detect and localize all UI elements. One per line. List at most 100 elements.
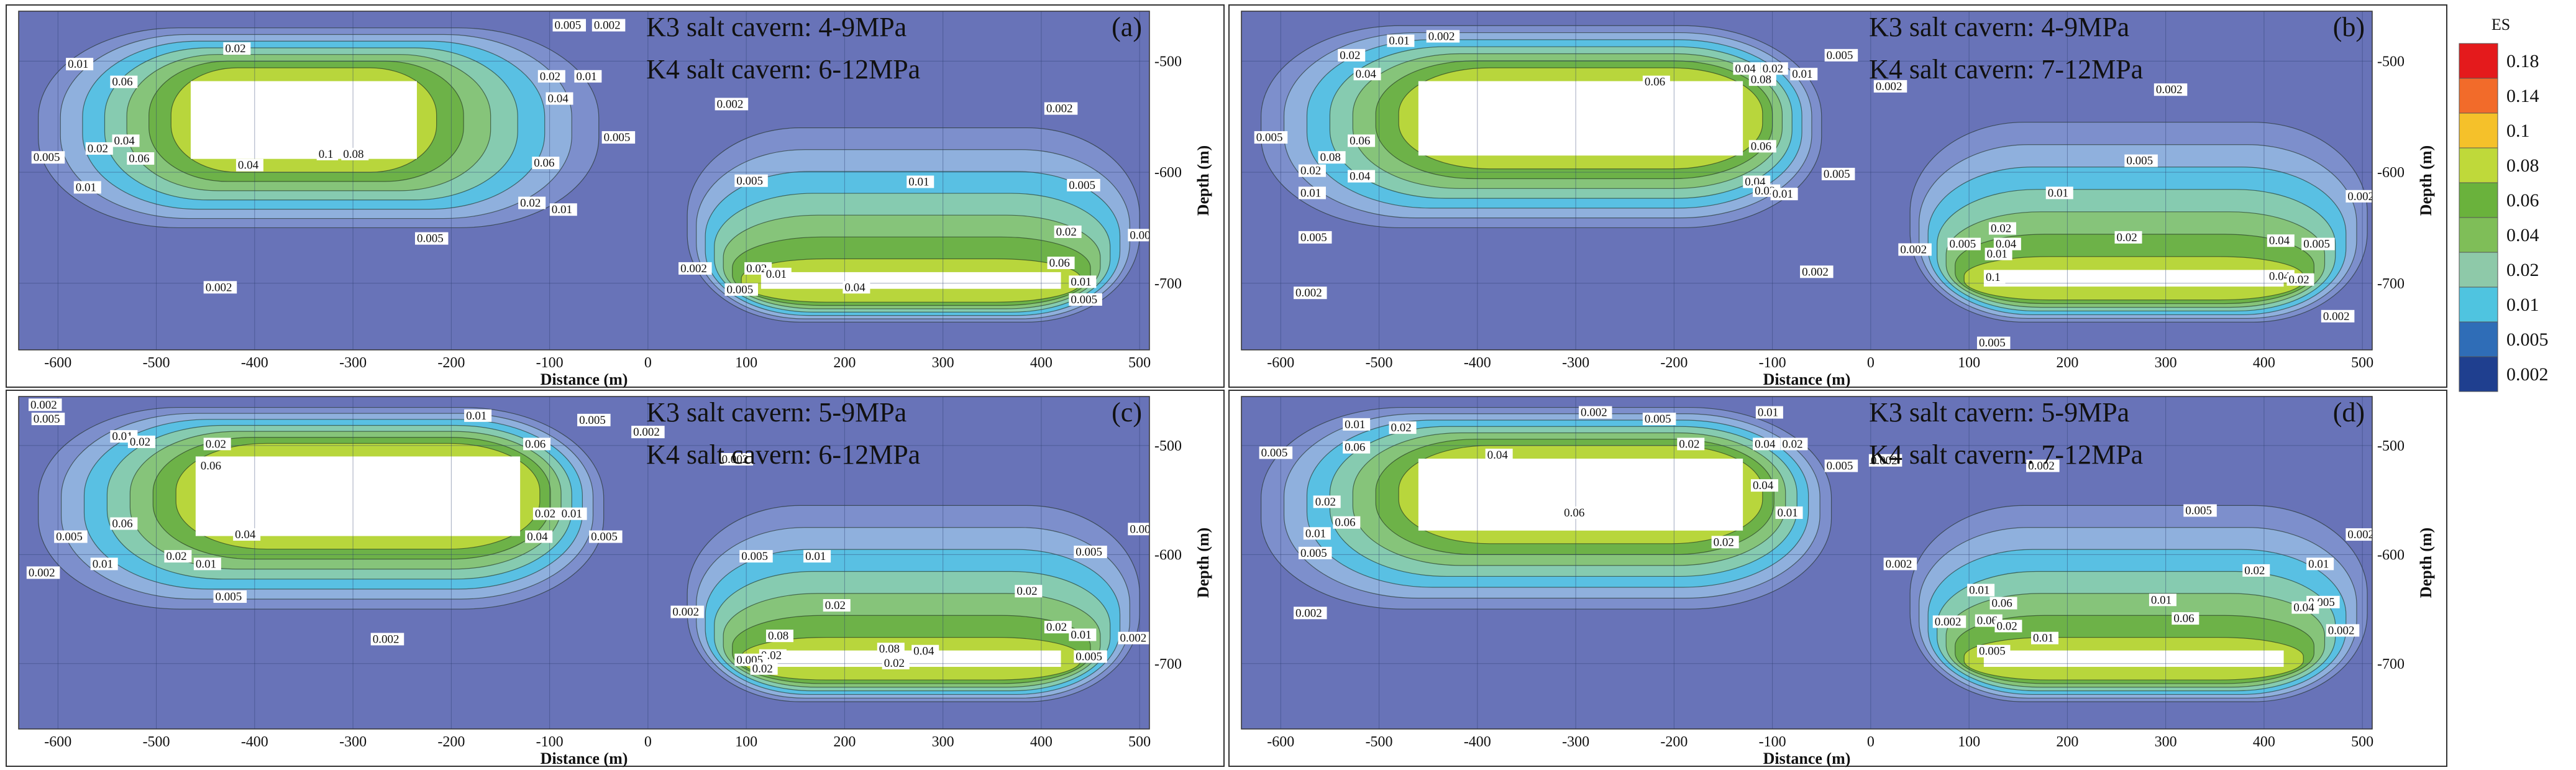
- contour-label: 0.04: [1487, 449, 1509, 462]
- x-tick-label: 500: [1128, 355, 1151, 371]
- contour-label-bg: [316, 147, 339, 160]
- contour-label: 0.08: [1751, 73, 1771, 86]
- contour-label-bg: [523, 438, 551, 451]
- contour-label: 0.02: [206, 438, 226, 451]
- k4-cavern: [1983, 650, 2284, 667]
- contour-label-bg: [1303, 527, 1331, 540]
- contour-label: 0.06: [112, 517, 132, 530]
- contour-label-bg: [678, 262, 712, 275]
- x-axis-label: Distance (m): [1763, 749, 1851, 768]
- contour-label-bg: [1824, 48, 1858, 62]
- contour-label-bg: [1074, 650, 1107, 663]
- contour-label: 0.005: [34, 151, 60, 164]
- contour-label-bg: [2172, 612, 2199, 625]
- contour-label: 0.02: [1996, 620, 2017, 633]
- contour-label: 0.02: [88, 142, 108, 155]
- contour-label-bg: [1873, 80, 1907, 93]
- contour-label-bg: [1254, 131, 1288, 144]
- panel-c: 0.002 0.005 0.01 0.005 0.01 0.02 0.02 0.06 0.002…: [6, 390, 1225, 768]
- contour-label-bg: [574, 70, 602, 83]
- contour-label: 0.002: [1295, 286, 1322, 300]
- contour-label: 0.01: [1071, 275, 1091, 288]
- contour-label-bg: [1389, 421, 1417, 434]
- contour-label: 0.06: [1350, 134, 1370, 147]
- grid-lines: [19, 396, 1149, 729]
- y-tick-label: -700: [1154, 656, 1182, 672]
- contour-label: 0.002: [1130, 523, 1156, 536]
- contour-label: 0.01: [76, 181, 96, 194]
- x-tick-label: 200: [2056, 355, 2078, 371]
- y-tick-label: -500: [1154, 438, 1182, 454]
- contour-label: 0.005: [604, 131, 631, 144]
- colorbar-label: 0.01: [2506, 295, 2539, 315]
- contour-label: 0.002: [1120, 632, 1147, 645]
- contour-label: 0.005: [1069, 179, 1095, 192]
- contour-label-bg: [715, 98, 749, 111]
- contour-label: 0.01: [2151, 594, 2172, 607]
- contour-label: 0.005: [1645, 413, 1671, 426]
- x-tick-label: -100: [1759, 355, 1786, 371]
- contour-label: 0.005: [1827, 49, 1853, 62]
- contour-label-bg: [66, 58, 94, 71]
- contour-label-bg: [1128, 229, 1149, 242]
- contour-label: 0.02: [2244, 564, 2265, 577]
- contour-field: 0.002 0.005 0.01 0.01 0.02 0.04 0.02 0.02 0.005 0…: [1241, 396, 2372, 729]
- contour-label: 0.02: [130, 436, 150, 449]
- x-tick-label: -500: [1366, 355, 1393, 371]
- x-tick-label: -100: [536, 734, 564, 750]
- y-tick-label: -600: [2377, 165, 2405, 181]
- contour-label-bg: [1069, 628, 1097, 641]
- contour-label: 0.06: [525, 438, 546, 451]
- contour-label: 0.04: [238, 159, 259, 172]
- contour-label-bg: [54, 530, 88, 543]
- x-tick-label: -300: [339, 734, 367, 750]
- contour-label-bg: [537, 70, 565, 83]
- contour-label-bg: [1015, 585, 1043, 598]
- y-tick-label: -700: [1154, 276, 1182, 292]
- contour-label-bg: [193, 557, 221, 571]
- contour-label: 0.005: [56, 531, 83, 544]
- panel-label: (d): [2333, 397, 2365, 428]
- k4-cavern: [1983, 270, 2284, 287]
- contour-label-bg: [1800, 265, 1834, 278]
- contour-label-bg: [1044, 102, 1078, 115]
- x-tick-label: 500: [2351, 355, 2373, 371]
- contour-label: 0.005: [1076, 650, 1102, 663]
- contour-label: 0.01: [93, 557, 113, 571]
- contour-label-bg: [1318, 151, 1346, 164]
- contour-label-bg: [1775, 506, 1803, 519]
- k4-cavern: [760, 272, 1061, 289]
- contour-label-bg: [911, 644, 939, 658]
- contour-label: 0.02: [540, 70, 560, 83]
- cavern-pressure-annotation: K3 salt cavern: 4-9MPa: [1869, 12, 2129, 42]
- contour-label: 0.04: [1996, 238, 2017, 251]
- contour-label: 0.02: [2288, 273, 2309, 286]
- x-tick-label: 500: [1128, 734, 1151, 750]
- contour-label-bg: [223, 42, 251, 55]
- contour-label: 0.002: [680, 262, 707, 275]
- contour-label: 0.01: [562, 508, 582, 521]
- contour-label-bg: [1976, 336, 2011, 349]
- contour-label-bg: [1067, 178, 1100, 191]
- contour-label: 0.02: [1679, 438, 1699, 451]
- x-tick-label: -200: [437, 355, 465, 371]
- contour-label-bg: [518, 196, 546, 209]
- contour-label-bg: [235, 158, 263, 172]
- contour-label: 0.002: [2028, 460, 2055, 473]
- plot-border: [1241, 396, 2373, 730]
- contour-label: 0.06: [201, 460, 221, 473]
- contour-label: 0.01: [1969, 584, 1989, 597]
- contour-label: 0.002: [722, 453, 749, 466]
- contour-label: 0.01: [908, 176, 929, 189]
- contour-label: 0.01: [1758, 406, 1778, 419]
- contour-label-bg: [1883, 557, 1917, 571]
- colorbar-label: 0.06: [2506, 190, 2539, 211]
- contour-label: 0.005: [1300, 547, 1327, 560]
- contour-label-bg: [843, 281, 870, 294]
- contour-label-bg: [85, 142, 113, 155]
- contour-label-bg: [1353, 68, 1381, 81]
- x-tick-label: 100: [1958, 734, 1980, 750]
- x-tick-label: 300: [2155, 734, 2177, 750]
